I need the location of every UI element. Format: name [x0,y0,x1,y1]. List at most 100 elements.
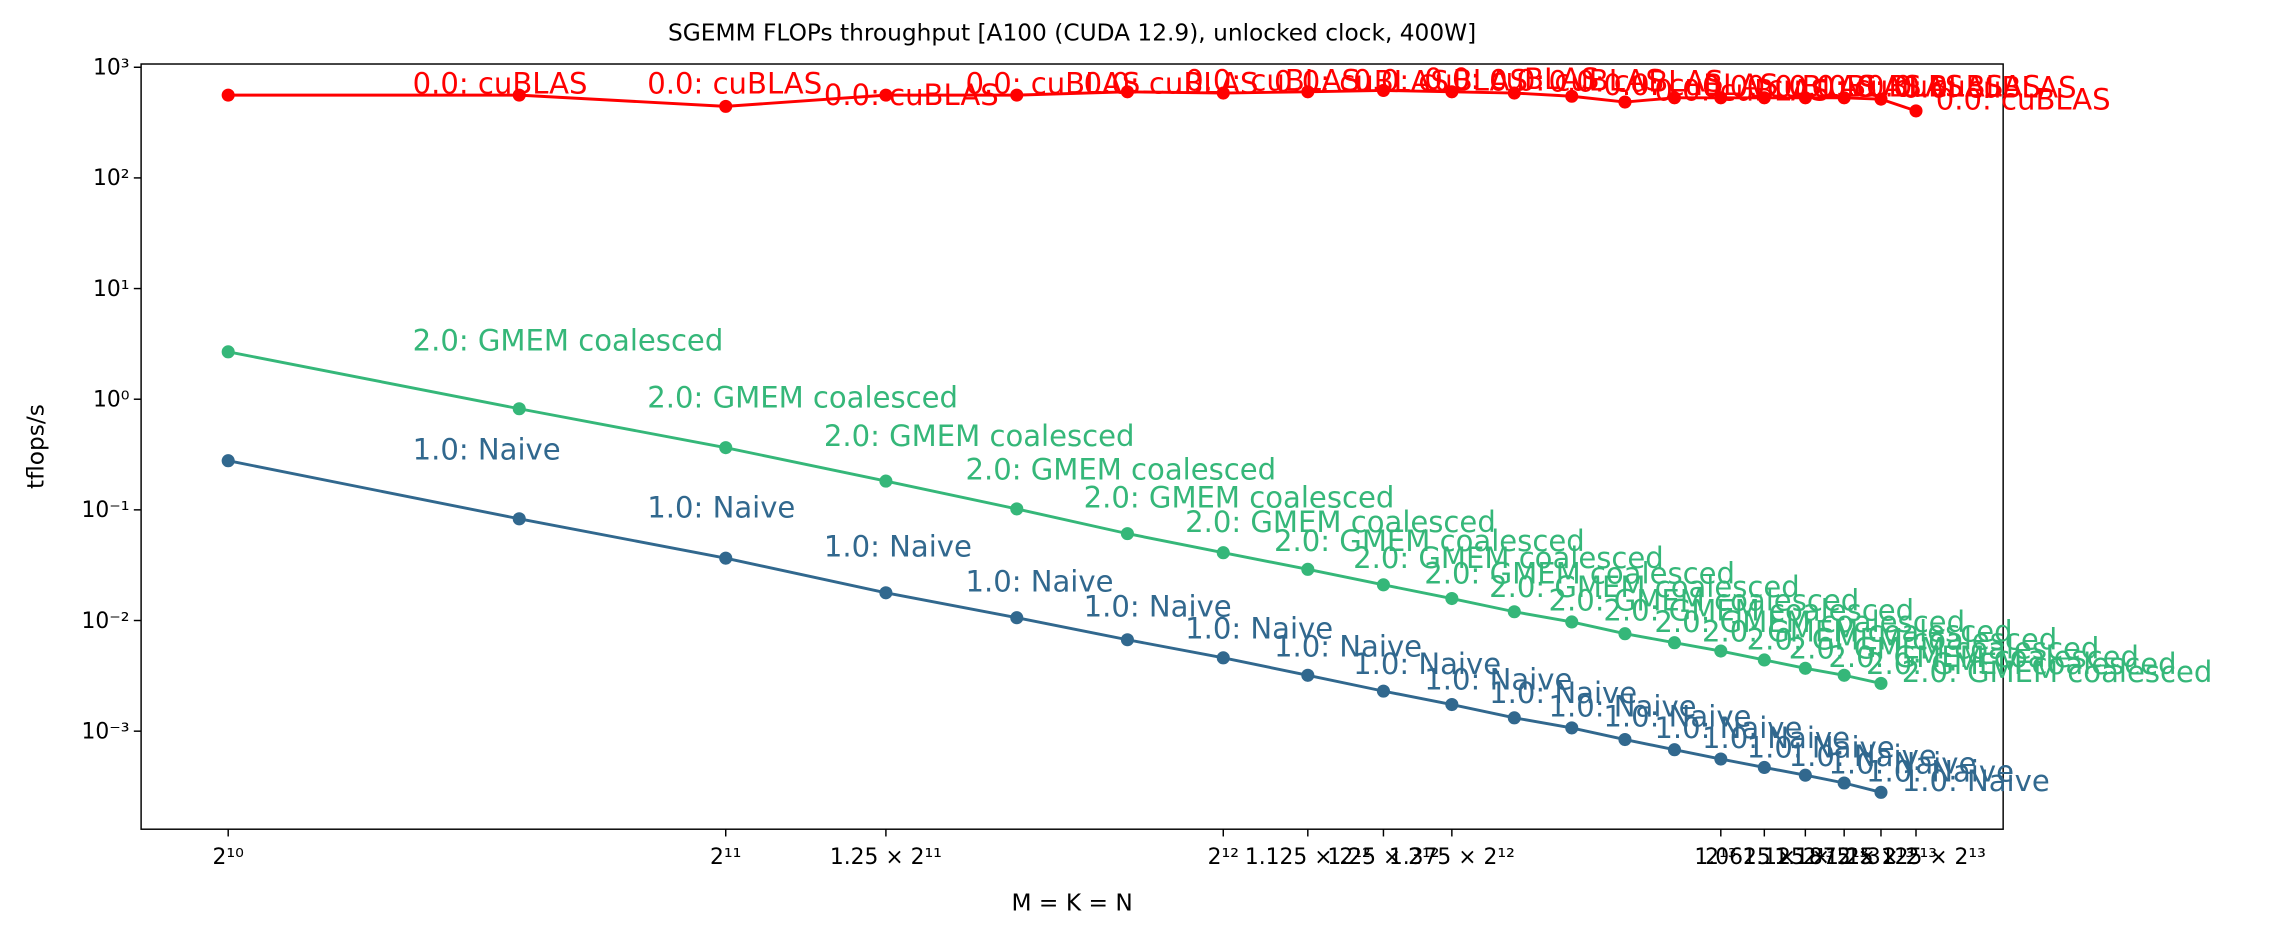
point-annotation: 0.0: cuBLAS [1274,65,1449,99]
data-point [1301,85,1315,99]
data-point [879,474,893,488]
data-point [1565,615,1579,629]
x-tick-label: 1.1875 × 2¹³ [1774,845,1914,870]
x-tick-label: 2¹⁰ [213,845,244,870]
data-point [879,88,893,102]
point-annotation: 2.0: GMEM coalesced [1353,541,1664,575]
y-tick-label: 10⁰ [93,387,129,412]
data-point [1618,627,1632,641]
point-annotation: 2.0: GMEM coalesced [1274,524,1585,558]
point-annotation: 1.0: Naive [1424,663,1572,697]
point-annotation: 2.0: GMEM coalesced [1185,505,1496,539]
point-annotation: 2.0: GMEM coalesced [1654,605,1965,639]
data-point [1757,653,1771,667]
data-point [1216,86,1230,100]
data-point [1120,527,1134,541]
y-tick-label: 10⁻³ [81,719,129,744]
point-annotation: 2.0: GMEM coalesced [1489,570,1800,604]
x-tick-label: 2¹¹ [710,845,741,870]
point-annotation: 2.0: GMEM coalesced [824,419,1135,453]
point-annotation: 1.0: Naive [1866,755,2014,789]
point-annotation: 0.0: cuBLAS [1902,71,2077,105]
data-point [1798,91,1812,105]
x-tick-label: 1.0625 × 2¹³ [1694,845,1834,870]
x-tick-label: 1.375 × 2¹² [1389,845,1515,870]
y-tick-label: 10⁻² [81,609,129,634]
y-tick-label: 10¹ [93,277,129,302]
data-point [1667,91,1682,105]
data-point [1837,91,1851,105]
point-annotation: 1.0: Naive [1747,731,1895,765]
point-annotation: 0.0: cuBLAS [1654,74,1829,108]
data-point [512,512,526,526]
data-point [1565,721,1579,735]
data-point [1445,591,1459,606]
point-annotation: 2.0: GMEM coalesced [1747,623,2058,657]
x-axis-label: M = K = N [1011,890,1132,917]
data-point [1445,697,1459,712]
point-annotation: 0.0: cuBLAS [1702,69,1877,103]
data-point [1667,636,1682,650]
point-annotation: 1.0: Naive [1549,689,1697,723]
series-line [228,89,1917,113]
point-annotation: 2.0: GMEM coalesced [1789,632,2100,666]
data-point [221,88,235,102]
point-annotation: 0.0: cuBLAS [1936,82,2111,116]
point-annotation: 1.0: Naive [824,530,972,564]
point-annotation: 1.0: Naive [413,432,561,466]
point-annotation: 1.0: Naive [1702,721,1850,755]
data-point [1909,104,1923,118]
point-annotation: 0.0: cuBLAS [1185,63,1360,97]
point-annotation: 0.0: cuBLAS [1866,69,2041,103]
y-tick-label: 10⁻¹ [81,498,129,523]
point-annotation: 1.0: Naive [1274,629,1422,663]
point-annotation: 1.0: Naive [1603,699,1751,733]
point-annotation: 2.0: GMEM coalesced [965,453,1276,487]
x-tick-label: 1.125 × 2¹² [1245,845,1371,870]
plot-frame [140,63,2004,830]
data-point [221,454,235,468]
data-point [1376,684,1390,698]
data-point [1714,752,1728,766]
data-point [1874,92,1888,106]
data-point [512,402,526,416]
point-annotation: 1.0: Naive [1084,589,1232,623]
point-annotation: 2.0: GMEM coalesced [1866,647,2177,681]
point-annotation: 0.0: cuBLAS [965,67,1140,101]
point-annotation: 2.0: GMEM coalesced [1702,614,2013,648]
y-tick-label: 10³ [93,56,129,81]
point-annotation: 2.0: GMEM coalesced [647,380,958,414]
point-annotation: 0.0: cuBLAS [413,67,588,101]
point-annotation: 1.0: Naive [1185,611,1333,645]
data-point [1798,661,1812,675]
point-annotation: 1.0: Naive [1789,739,1937,773]
x-tick-label: 1.3125 × 2¹³ [1846,845,1986,870]
data-point [1565,89,1579,103]
data-point [1507,86,1521,100]
data-point [1798,768,1812,782]
point-annotation: 0.0: cuBLAS [1747,69,1922,103]
series-line [227,350,1882,685]
point-annotation: 1.0: Naive [965,564,1113,598]
point-annotation: 0.0: cuBLAS [1603,68,1778,102]
data-point [1874,785,1888,799]
point-annotation: 2.0: GMEM coalesced [1902,655,2213,689]
data-point [1376,83,1390,98]
data-point [1714,644,1728,658]
x-tick-label: 1.25 × 2¹³ [1825,845,1937,870]
data-point [1618,732,1632,747]
data-point [1445,85,1459,99]
point-annotation: 2.0: GMEM coalesced [1084,480,1395,514]
data-point [1837,776,1851,790]
point-annotation: 0.0: cuBLAS [1084,67,1259,101]
data-point [719,441,733,455]
chart-title: SGEMM FLOPs throughput [A100 (CUDA 12.9)… [668,20,1476,47]
y-axis-label: tflops/s [23,404,50,489]
data-point [1376,578,1390,592]
data-point [1010,611,1024,625]
point-annotation: 0.0: cuBLAS [1424,62,1599,96]
data-point [879,586,893,600]
data-point [1714,91,1728,105]
